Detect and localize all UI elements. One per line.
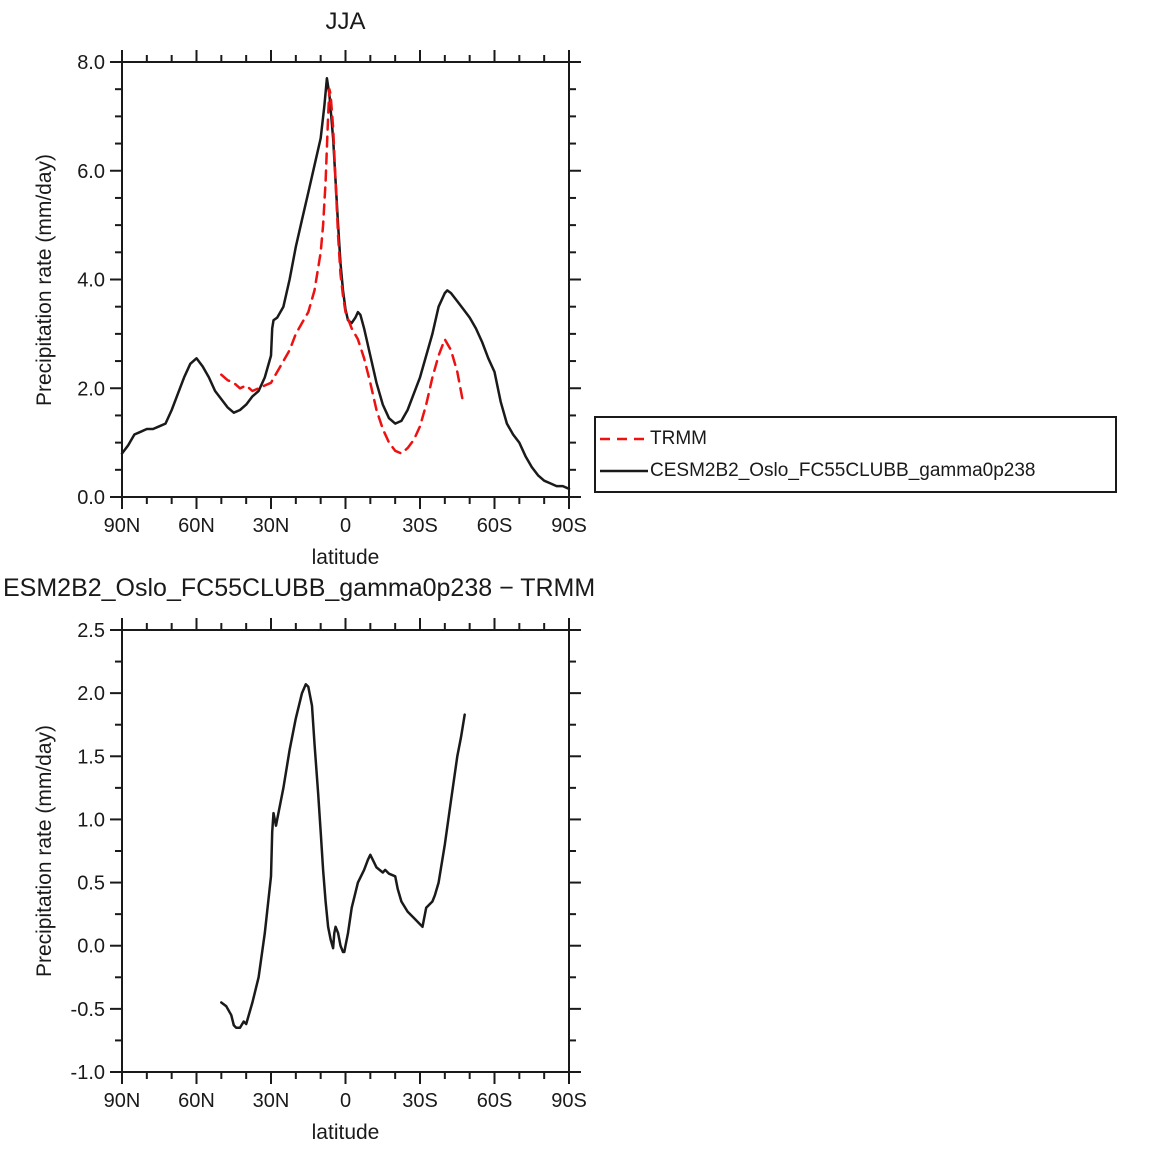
- y-tick-label: 2.0: [77, 683, 105, 705]
- y-tick-label: -0.5: [71, 999, 105, 1021]
- bottom-chart-title: ESM2B2_Oslo_FC55CLUBB_gamma0p238 − TRMM: [3, 574, 596, 602]
- x-tick-label: 30N: [253, 515, 290, 537]
- x-tick-label: 90N: [104, 515, 141, 537]
- legend-entry-cesm: CESM2B2_Oslo_FC55CLUBB_gamma0p238: [598, 457, 1113, 485]
- y-tick-label: 2.5: [77, 620, 105, 642]
- top-chart-title: JJA: [325, 8, 366, 35]
- y-tick-label: 0.0: [77, 487, 105, 509]
- series-line: [120, 77, 571, 491]
- y-tick-label: 1.0: [77, 809, 105, 831]
- y-tick-label: 1.5: [77, 746, 105, 768]
- x-tick-label: 30N: [253, 1090, 290, 1112]
- x-tick-label: 30S: [402, 515, 438, 537]
- x-tick-label: 60S: [477, 515, 513, 537]
- series-line: [220, 683, 466, 1030]
- x-tick-label: 60S: [477, 1090, 513, 1112]
- y-tick-label: 0.0: [77, 936, 105, 958]
- y-tick-label: 6.0: [77, 161, 105, 183]
- x-tick-label: 0: [340, 515, 351, 537]
- plot-frame: [121, 61, 570, 498]
- y-tick-label: 2.0: [77, 378, 105, 400]
- y-tick-label: 8.0: [77, 52, 105, 74]
- y-tick-label: 4.0: [77, 270, 105, 292]
- plot-frame: [121, 629, 570, 1073]
- x-tick-label: 30S: [402, 1090, 438, 1112]
- legend: TRMM CESM2B2_Oslo_FC55CLUBB_gamma0p238: [594, 416, 1117, 493]
- legend-label-cesm: CESM2B2_Oslo_FC55CLUBB_gamma0p238: [650, 459, 1036, 481]
- series-line: [220, 87, 465, 455]
- x-tick-label: 0: [340, 1090, 351, 1112]
- x-tick-label: 90S: [551, 1090, 587, 1112]
- bottom-chart-y-axis-label: Precipitation rate (mm/day): [33, 724, 56, 978]
- x-tick-label: 90N: [104, 1090, 141, 1112]
- legend-label-trmm: TRMM: [650, 427, 707, 449]
- cesm-solid-line-sample-icon: [600, 469, 648, 472]
- trmm-dashed-line-sample-icon: [600, 437, 648, 440]
- x-tick-label: 60N: [178, 1090, 215, 1112]
- top-chart-x-axis-label: latitude: [311, 546, 380, 569]
- top-chart-y-axis-label: Precipitation rate (mm/day): [33, 153, 56, 407]
- y-tick-label: 0.5: [77, 873, 105, 895]
- bottom-chart-x-axis-label: latitude: [311, 1121, 380, 1144]
- x-tick-label: 90S: [551, 515, 587, 537]
- y-tick-label: -1.0: [71, 1062, 105, 1084]
- x-tick-label: 60N: [178, 515, 215, 537]
- legend-entry-trmm: TRMM: [598, 425, 1113, 453]
